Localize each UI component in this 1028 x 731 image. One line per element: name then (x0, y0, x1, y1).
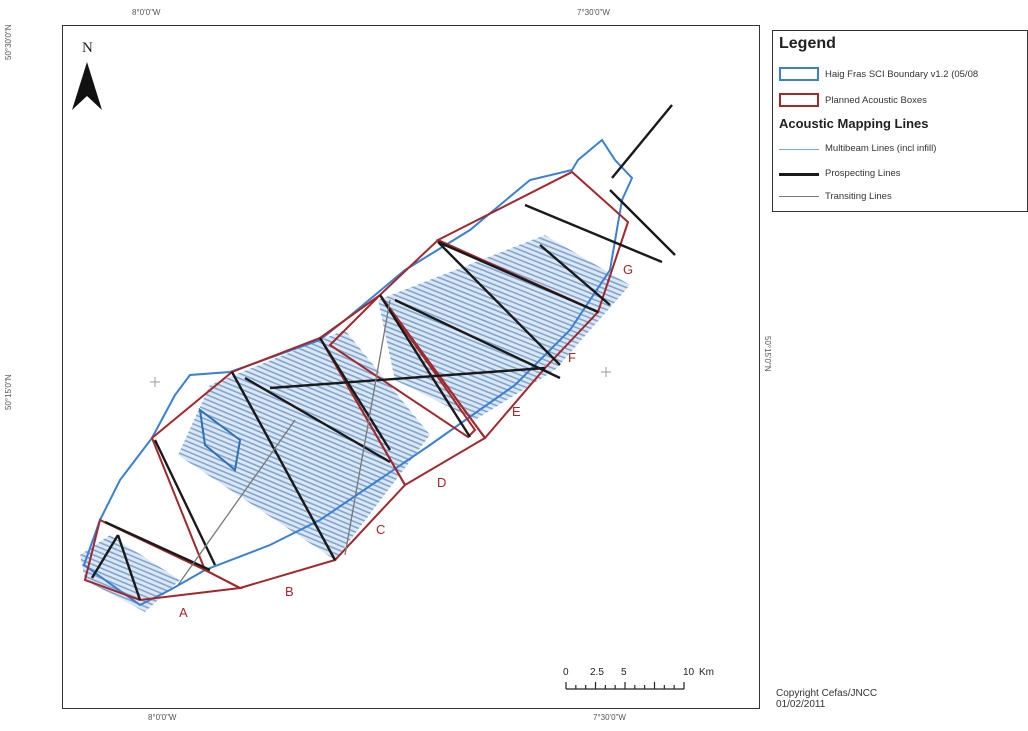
multibeam-line (378, 369, 630, 420)
multibeam-line (160, 595, 440, 713)
boxes-swatch (779, 93, 819, 107)
multibeam-line (370, 120, 640, 228)
multibeam-line (378, 235, 630, 289)
legend-boxes-label: Planned Acoustic Boxes (825, 95, 927, 106)
multibeam-line (178, 379, 430, 499)
multibeam-line (378, 235, 630, 319)
scale-label-2-5: 2.5 (590, 667, 604, 678)
multibeam-line (80, 535, 180, 557)
multibeam-line (160, 570, 440, 688)
multibeam-line (178, 330, 430, 424)
acoustic-box-B (150, 370, 337, 590)
multibeam-line (378, 235, 630, 284)
multibeam-line (80, 535, 180, 552)
multibeam-line (178, 330, 430, 429)
scale-label-5: 5 (621, 667, 627, 678)
legend-multibeam-label: Multibeam Lines (incl infill) (825, 143, 937, 154)
multibeam-line (178, 330, 430, 414)
north-label: N (82, 40, 93, 56)
sci-boundary (82, 138, 634, 607)
multibeam-infill-patch (198, 407, 242, 472)
multibeam-line (80, 599, 180, 612)
box-labels: A B C D E F G (179, 262, 633, 620)
legend-boundary-label: Haig Fras SCI Boundary v1.2 (05/08 (825, 69, 979, 80)
multibeam-line (378, 235, 630, 244)
multibeam-line (378, 344, 630, 420)
multibeam-area-west (160, 180, 440, 718)
multibeam-line (378, 235, 630, 314)
box-label-C: C (376, 522, 385, 537)
prospecting-lines (90, 104, 676, 601)
legend-title: Legend (779, 35, 836, 52)
multibeam-line (178, 330, 430, 419)
multibeam-line (378, 235, 630, 309)
box-label-A: A (179, 605, 188, 620)
multibeam-line (178, 524, 430, 560)
legend-subtitle: Acoustic Mapping Lines (779, 116, 929, 131)
coord-bottom-left: 8°0'0"W (148, 713, 177, 722)
copyright-line-1: Copyright Cefas/JNCC (776, 688, 878, 699)
multibeam-line (378, 235, 630, 249)
multibeam-line (370, 100, 640, 208)
box-label-G: G (623, 262, 633, 277)
multibeam-line (160, 565, 440, 683)
coord-bottom-right: 7°30'0"W (593, 713, 626, 722)
multibeam-line (178, 374, 430, 494)
transiting-swatch (779, 196, 819, 197)
coord-top-left: 8°0'0"W (132, 8, 161, 17)
multibeam-line (178, 539, 430, 560)
copyright-text: Copyright Cefas/JNCC 01/02/2011 (776, 688, 877, 710)
multibeam-line (378, 334, 630, 420)
box-label-B: B (285, 584, 294, 599)
multibeam-line (160, 590, 440, 708)
multibeam-line (160, 585, 440, 703)
north-arrow-icon: N (72, 40, 102, 110)
graticule-crosses (150, 367, 611, 387)
multibeam-line (80, 604, 180, 612)
scale-label-0: 0 (563, 667, 569, 678)
acoustic-box-F (378, 238, 600, 440)
multibeam-line (178, 384, 430, 504)
multibeam-line (160, 600, 440, 718)
boundary-swatch (779, 67, 819, 81)
scale-label-10: 10 (683, 667, 695, 678)
multibeam-coverage (70, 100, 640, 718)
multibeam-line (378, 235, 630, 239)
multibeam-line (80, 609, 180, 612)
multibeam-line (160, 580, 440, 698)
multibeam-line (378, 339, 630, 420)
box-label-F: F (568, 350, 576, 365)
multibeam-swatch (779, 149, 819, 150)
transiting-lines (177, 299, 391, 586)
multibeam-line (178, 529, 430, 560)
scale-unit: Km (699, 667, 714, 678)
scale-bar: 0 2.5 5 10 Km (563, 667, 714, 690)
multibeam-line (80, 535, 180, 547)
multibeam-line (70, 620, 190, 670)
acoustic-box-A (83, 518, 244, 602)
box-label-D: D (437, 475, 446, 490)
acoustic-box-E (328, 293, 477, 439)
multibeam-line (160, 190, 440, 308)
multibeam-line (80, 569, 180, 612)
multibeam-line (378, 235, 630, 324)
multibeam-line (178, 559, 430, 560)
multibeam-line (160, 185, 440, 303)
legend-transiting-label: Transiting Lines (825, 191, 892, 202)
legend-panel: Legend Haig Fras SCI Boundary v1.2 (05/0… (772, 30, 1028, 212)
multibeam-line (178, 534, 430, 560)
box-label-E: E (512, 404, 521, 419)
prospecting-swatch (779, 173, 819, 176)
copyright-date: 01/02/2011 (776, 699, 826, 710)
multibeam-line (160, 180, 440, 298)
multibeam-line (378, 235, 630, 259)
multibeam-line (70, 615, 190, 665)
legend-prospecting-label: Prospecting Lines (825, 168, 901, 179)
multibeam-line (378, 235, 630, 264)
coord-top-right: 7°30'0"W (577, 8, 610, 17)
